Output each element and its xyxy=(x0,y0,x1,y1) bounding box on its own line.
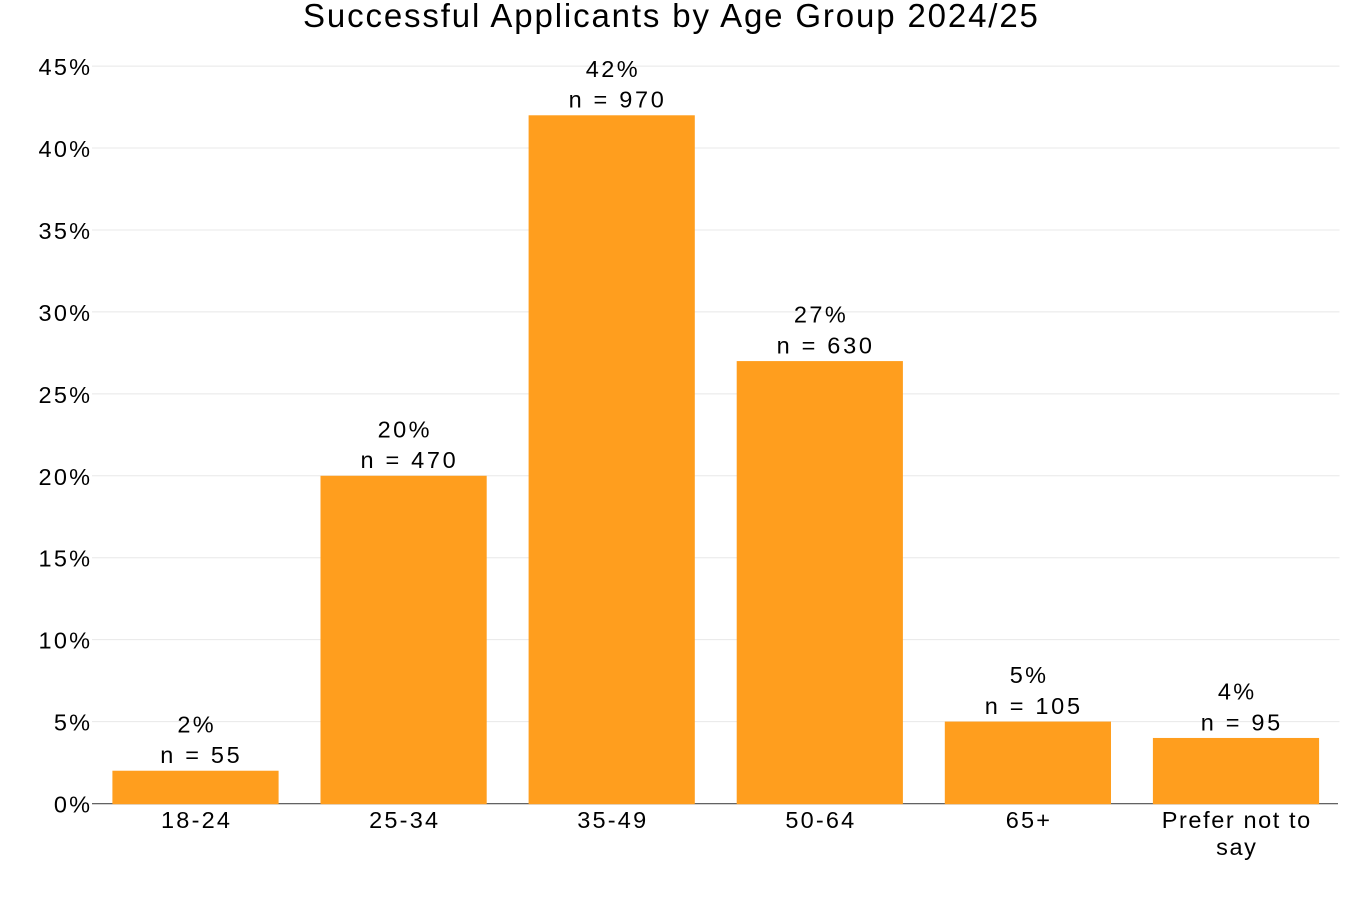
svg-text:50-64: 50-64 xyxy=(785,807,856,833)
svg-text:40%: 40% xyxy=(39,136,93,162)
svg-text:27%: 27% xyxy=(794,302,848,328)
svg-text:45%: 45% xyxy=(39,54,93,80)
svg-text:20%: 20% xyxy=(39,464,93,490)
svg-text:n = 95: n = 95 xyxy=(1201,709,1283,735)
svg-text:30%: 30% xyxy=(39,300,93,326)
svg-text:Prefer not to: Prefer not to xyxy=(1162,807,1312,833)
svg-text:n = 630: n = 630 xyxy=(777,332,875,358)
svg-text:35-49: 35-49 xyxy=(577,807,648,833)
svg-text:20%: 20% xyxy=(378,416,432,442)
svg-text:5%: 5% xyxy=(1010,662,1049,688)
svg-text:2%: 2% xyxy=(177,711,216,737)
svg-text:25-34: 25-34 xyxy=(369,807,440,833)
svg-text:n = 970: n = 970 xyxy=(569,87,667,113)
svg-text:25%: 25% xyxy=(39,382,93,408)
svg-text:15%: 15% xyxy=(39,546,93,572)
svg-text:0%: 0% xyxy=(54,792,92,818)
svg-text:18-24: 18-24 xyxy=(161,807,232,833)
svg-text:n = 55: n = 55 xyxy=(160,742,242,768)
svg-text:n = 105: n = 105 xyxy=(985,693,1083,719)
svg-text:10%: 10% xyxy=(39,628,93,654)
svg-text:say: say xyxy=(1216,834,1257,860)
svg-text:65+: 65+ xyxy=(1006,807,1052,833)
svg-text:Successful Applicants by Age G: Successful Applicants by Age Group 2024/… xyxy=(303,0,1040,34)
svg-text:5%: 5% xyxy=(54,710,92,736)
svg-text:n = 470: n = 470 xyxy=(360,447,458,473)
svg-text:35%: 35% xyxy=(39,218,93,244)
svg-text:42%: 42% xyxy=(586,56,640,82)
svg-text:4%: 4% xyxy=(1218,679,1257,705)
